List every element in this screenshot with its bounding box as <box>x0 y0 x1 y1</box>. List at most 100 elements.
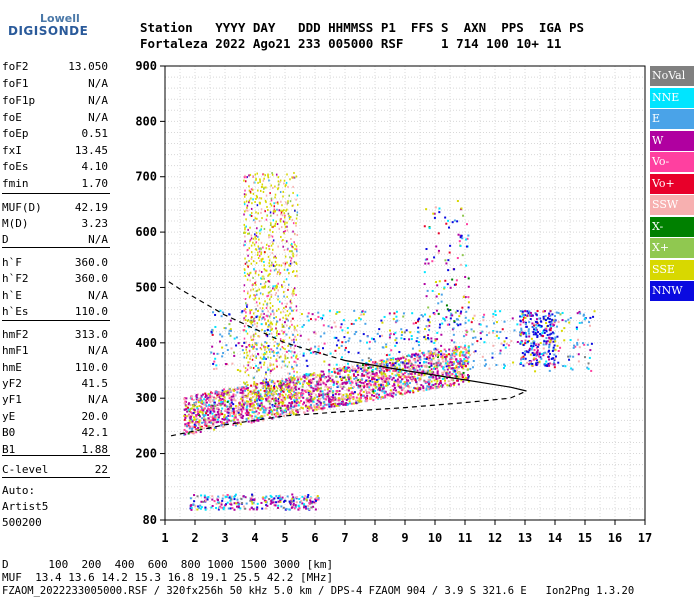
param-value: N/A <box>88 393 108 406</box>
echo-point <box>381 366 384 369</box>
echo-point <box>500 342 503 345</box>
echo-point <box>381 395 384 398</box>
echo-point <box>549 310 552 313</box>
echo-point <box>372 390 375 393</box>
echo-point <box>342 319 345 322</box>
echo-point <box>211 345 214 348</box>
echo-point <box>271 310 274 313</box>
echo-point <box>274 285 276 288</box>
echo-point <box>444 259 447 262</box>
echo-point <box>436 284 439 287</box>
echo-point <box>434 352 437 355</box>
echo-point <box>344 366 347 369</box>
echo-point <box>296 270 298 273</box>
echo-point <box>310 398 313 401</box>
echo-point <box>267 384 270 387</box>
echo-point <box>307 504 310 507</box>
echo-point <box>215 391 218 394</box>
echo-point <box>266 394 269 397</box>
echo-point <box>282 220 285 223</box>
echo-point <box>425 388 428 391</box>
echo-point <box>264 348 267 351</box>
echo-point <box>453 355 456 358</box>
echo-point <box>373 384 376 387</box>
echo-point <box>398 359 401 362</box>
echo-point <box>521 310 524 313</box>
echo-point <box>282 316 284 319</box>
echo-point <box>228 323 231 326</box>
echo-point <box>248 508 251 511</box>
echo-point <box>368 360 371 363</box>
echo-point <box>224 504 227 507</box>
echo-point <box>545 352 548 355</box>
echo-point <box>430 340 433 343</box>
echo-point <box>285 201 287 204</box>
echo-point <box>261 185 263 188</box>
echo-point <box>237 405 240 408</box>
echo-point <box>252 288 255 291</box>
echo-point <box>265 341 268 344</box>
echo-point <box>453 268 456 271</box>
echo-point <box>528 349 531 352</box>
echo-point <box>306 365 309 368</box>
echo-point <box>280 497 283 500</box>
echo-point <box>389 375 392 378</box>
autoscale-label: Auto: <box>2 484 36 497</box>
echo-point <box>241 394 244 397</box>
echo-point <box>255 178 257 181</box>
echo-point <box>267 173 269 176</box>
echo-point <box>270 313 272 316</box>
echo-point <box>187 424 190 427</box>
echo-point <box>368 386 371 389</box>
echo-point <box>457 233 460 236</box>
param-name: yF2 <box>2 377 22 390</box>
echo-point <box>464 356 467 359</box>
echo-point <box>338 310 341 313</box>
echo-point <box>448 323 451 326</box>
echo-point <box>427 337 430 340</box>
echo-point <box>551 349 554 352</box>
echo-point <box>283 179 286 182</box>
echo-point <box>266 346 269 349</box>
echo-point <box>389 392 392 395</box>
echo-point <box>405 384 408 387</box>
echo-point <box>401 367 404 370</box>
echo-point <box>348 376 351 379</box>
param-value: 42.19 <box>74 201 108 214</box>
echo-point <box>250 336 252 339</box>
echo-point <box>379 364 382 367</box>
echo-point <box>266 390 269 393</box>
echo-point <box>350 381 353 384</box>
echo-point <box>271 403 274 406</box>
echo-point <box>420 364 423 367</box>
echo-point <box>409 368 412 371</box>
echo-point <box>193 404 196 407</box>
echo-point <box>492 312 495 315</box>
echo-point <box>536 336 539 339</box>
echo-point <box>464 353 467 356</box>
echo-point <box>446 377 449 380</box>
echo-point <box>445 316 448 319</box>
echo-point <box>291 389 293 392</box>
echo-point <box>281 284 283 287</box>
echo-point <box>291 396 293 399</box>
echo-point <box>329 379 332 382</box>
echo-point <box>428 321 431 324</box>
echo-point <box>374 386 377 389</box>
echo-point <box>459 263 462 266</box>
echo-point <box>335 363 338 366</box>
echo-point <box>350 322 353 325</box>
echo-point <box>259 229 261 232</box>
echo-point <box>552 357 555 360</box>
echo-point <box>275 316 277 319</box>
echo-point <box>330 370 333 373</box>
echo-point <box>438 383 441 386</box>
echo-point <box>353 309 356 312</box>
echo-point <box>317 406 320 409</box>
echo-point <box>407 354 410 357</box>
echo-point <box>332 402 335 405</box>
echo-point <box>339 393 342 396</box>
echo-point <box>293 394 296 397</box>
echo-point <box>214 357 217 360</box>
echo-point <box>261 405 264 408</box>
